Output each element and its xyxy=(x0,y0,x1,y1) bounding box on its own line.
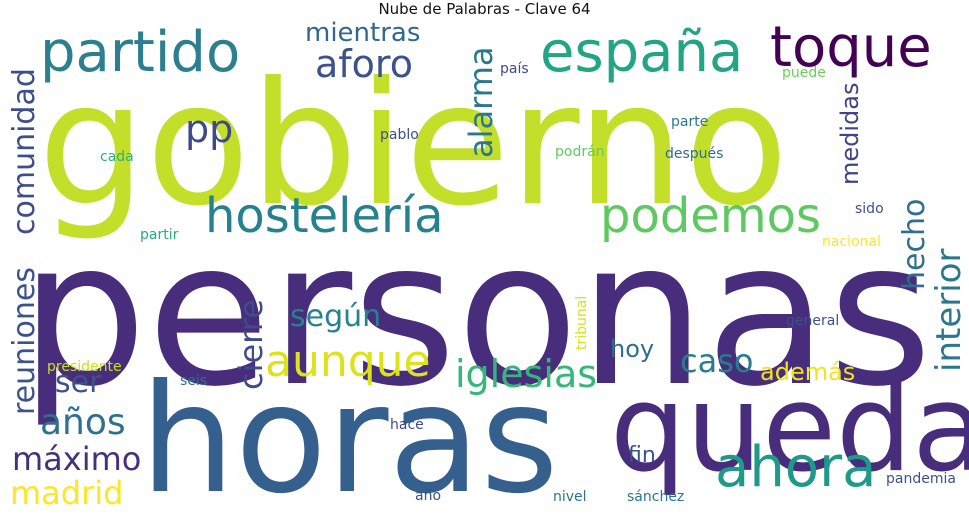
word-nacional: nacional xyxy=(822,234,881,250)
word-partir: partir xyxy=(140,227,179,243)
word-puede: puede xyxy=(782,65,826,81)
word-personas: personas xyxy=(20,198,933,431)
word-podemos: podemos xyxy=(600,188,821,244)
word-hace: hace xyxy=(390,417,424,433)
word-partido: partido xyxy=(40,20,241,85)
word-fin: fin xyxy=(628,443,656,468)
word-además: además xyxy=(760,358,856,386)
word-según: según xyxy=(290,299,382,334)
word-madrid: madrid xyxy=(10,474,124,512)
word-toque: toque xyxy=(770,15,932,80)
word-general: general xyxy=(786,313,840,329)
word-alarma: alarma xyxy=(462,46,500,158)
chart-title: Nube de Palabras - Clave 64 xyxy=(378,0,591,18)
word-cierre: cierre xyxy=(232,299,270,390)
word-queda: queda xyxy=(610,360,969,499)
word-interior: interior xyxy=(929,248,969,372)
word-ahora: ahora xyxy=(715,435,877,500)
word-sido: sido xyxy=(855,201,884,217)
word-hoy: hoy xyxy=(610,335,655,363)
word-españa: españa xyxy=(540,20,744,85)
word-después: después xyxy=(665,146,724,162)
word-mientras: mientras xyxy=(305,18,421,48)
word-seis: seis xyxy=(180,373,208,389)
word-tribunal: tribunal xyxy=(574,295,590,350)
word-pandemia: pandemia xyxy=(886,471,956,487)
word-caso: caso xyxy=(680,342,754,380)
word-cloud: gobierno personas horas queda partido españa t… xyxy=(7,15,969,516)
word-año: año xyxy=(415,488,442,504)
word-sánchez: sánchez xyxy=(627,489,685,505)
word-parte: parte xyxy=(671,114,709,130)
word-hecho: hecho xyxy=(897,198,932,290)
word-pablo: pablo xyxy=(380,127,419,143)
word-nivel: nivel xyxy=(553,489,587,505)
word-iglesias: iglesias xyxy=(455,352,598,396)
word-podrán: podrán xyxy=(555,144,605,160)
word-aforo: aforo xyxy=(315,42,413,86)
word-gobierno: gobierno xyxy=(38,46,789,244)
word-reuniones: reuniones xyxy=(7,267,42,415)
word-hostelería: hostelería xyxy=(205,188,444,244)
word-aunque: aunque xyxy=(265,336,431,387)
word-medidas: medidas xyxy=(836,82,864,186)
word-máximo: máximo xyxy=(12,440,142,478)
word-pp: pp xyxy=(185,107,234,151)
word-comunidad: comunidad xyxy=(7,68,42,235)
word-horas: horas xyxy=(140,353,559,527)
word-cada: cada xyxy=(100,149,134,165)
word-años: años xyxy=(40,402,126,443)
word-presidente: presidente xyxy=(47,359,122,375)
word-país: país xyxy=(500,61,529,77)
word-ser: ser xyxy=(55,365,102,400)
